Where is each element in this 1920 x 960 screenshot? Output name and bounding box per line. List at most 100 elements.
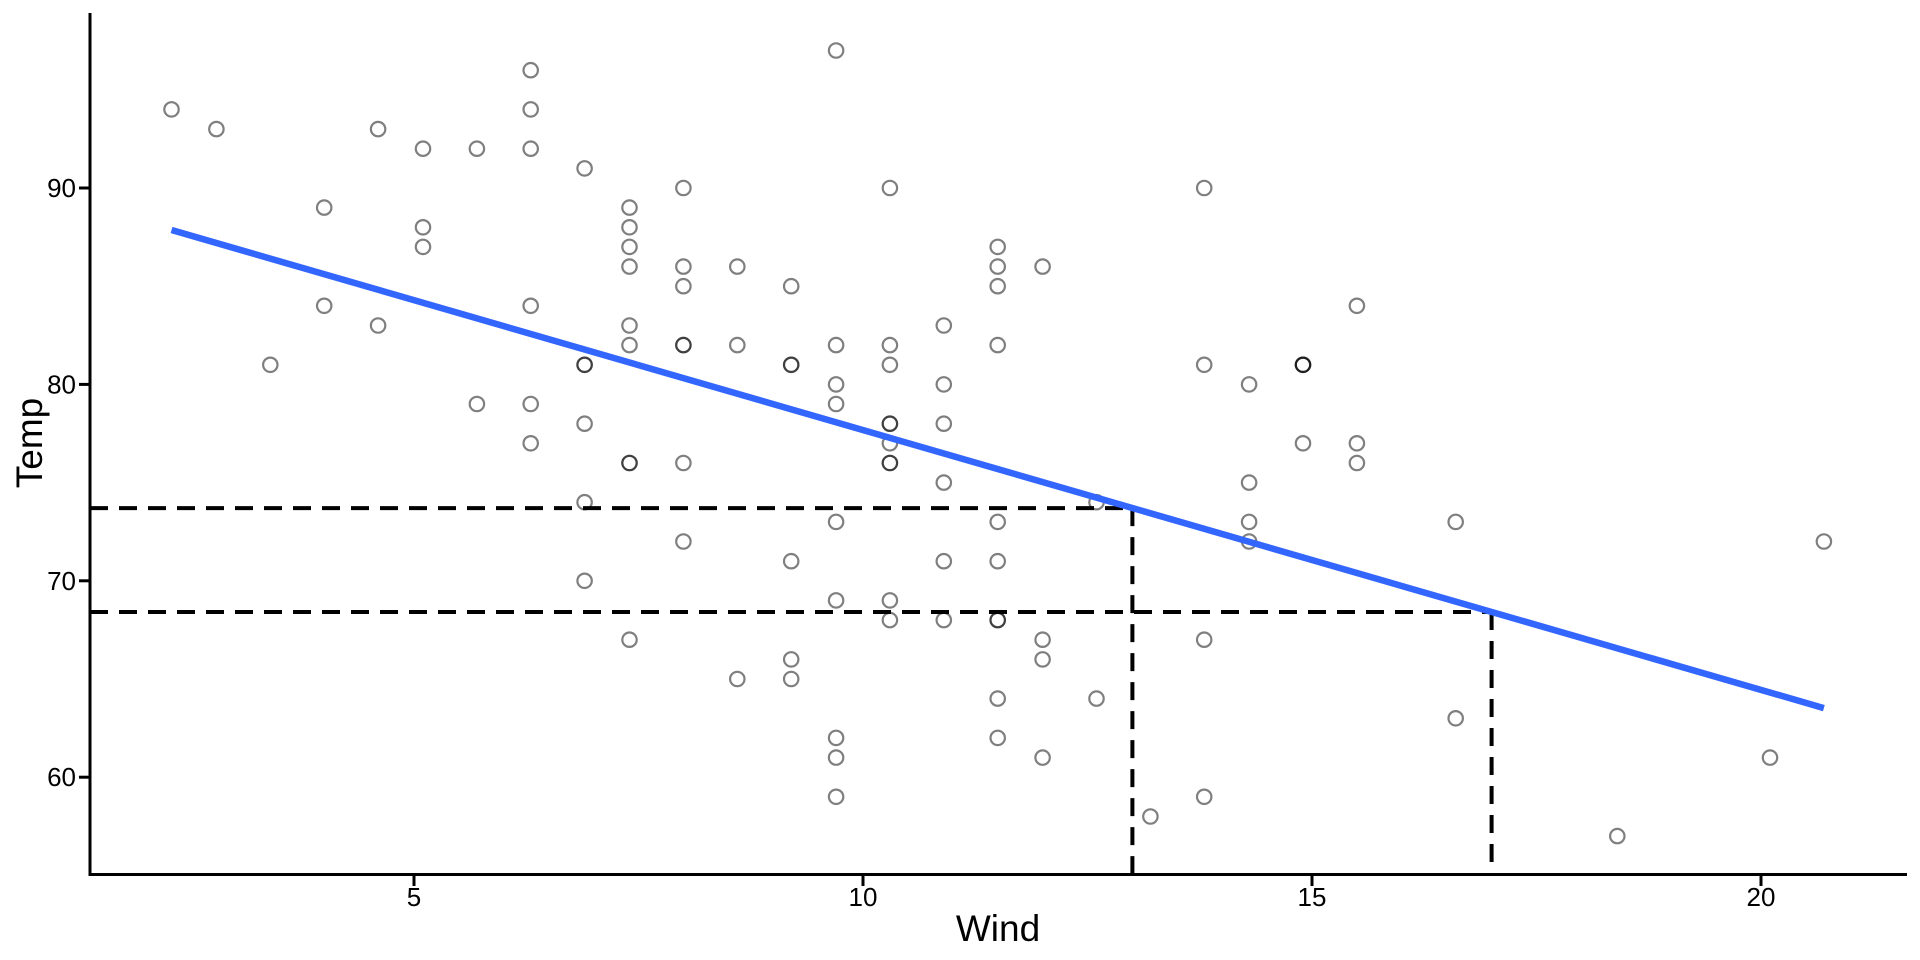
axes-layer: 5 10 15 20 60 70 80 90 xyxy=(47,13,1907,912)
x-tick-label: 5 xyxy=(407,882,421,912)
data-point xyxy=(827,395,845,413)
data-point xyxy=(1761,749,1779,766)
data-point xyxy=(1034,258,1051,275)
data-point xyxy=(827,42,845,59)
data-point xyxy=(989,729,1006,747)
data-point xyxy=(1294,356,1312,374)
data-point xyxy=(728,258,746,275)
data-point xyxy=(989,336,1006,354)
data-point xyxy=(989,690,1006,707)
data-point xyxy=(576,415,593,432)
data-point xyxy=(881,336,899,354)
data-point xyxy=(782,552,800,570)
x-tick-label: 10 xyxy=(849,882,878,912)
data-point xyxy=(1348,454,1366,472)
y-tick-label: 90 xyxy=(47,173,76,203)
data-point xyxy=(1240,376,1258,393)
data-point xyxy=(576,493,593,511)
data-point xyxy=(414,140,432,157)
data-point xyxy=(989,238,1006,256)
data-point xyxy=(827,376,845,393)
data-point xyxy=(1195,179,1213,197)
data-point xyxy=(621,199,638,216)
data-point xyxy=(522,61,539,79)
data-point xyxy=(522,101,539,118)
data-point xyxy=(935,376,953,393)
data-point xyxy=(414,238,432,256)
data-point xyxy=(621,258,638,275)
data-point xyxy=(315,199,333,216)
data-point xyxy=(163,101,180,118)
data-point xyxy=(621,219,638,236)
data-point xyxy=(989,611,1006,629)
data-point xyxy=(935,474,953,491)
data-point xyxy=(675,179,692,197)
data-point xyxy=(621,631,638,648)
data-point xyxy=(1348,434,1366,452)
data-point xyxy=(1348,297,1366,315)
data-point xyxy=(827,592,845,609)
x-axis-title: Wind xyxy=(956,908,1040,949)
data-point xyxy=(827,729,845,747)
regression-line xyxy=(170,226,1825,712)
data-point xyxy=(414,219,432,236)
y-tick-label: 60 xyxy=(47,762,76,792)
data-point xyxy=(468,395,486,413)
data-point xyxy=(621,317,638,334)
data-point xyxy=(675,277,692,295)
data-point xyxy=(782,651,800,668)
data-point xyxy=(989,513,1006,531)
data-point xyxy=(576,572,593,590)
data-points-layer xyxy=(163,42,1833,845)
data-point xyxy=(369,120,387,138)
data-point xyxy=(881,356,899,374)
data-point xyxy=(261,356,279,374)
data-point xyxy=(1088,690,1105,707)
data-point xyxy=(935,611,953,629)
data-point xyxy=(1294,434,1312,452)
data-point xyxy=(782,277,800,295)
data-point xyxy=(881,592,899,609)
data-point xyxy=(881,454,899,472)
data-point xyxy=(369,317,387,334)
data-point xyxy=(989,552,1006,570)
data-point xyxy=(468,140,486,157)
data-point xyxy=(827,336,845,354)
data-point xyxy=(782,670,800,688)
dashed-guides-layer xyxy=(90,506,1494,875)
y-axis-title: Temp xyxy=(9,398,50,488)
data-point xyxy=(782,356,800,374)
data-point xyxy=(1609,827,1626,845)
data-point xyxy=(989,277,1006,295)
data-point xyxy=(522,434,539,452)
data-point xyxy=(621,336,638,354)
x-tick-label: 15 xyxy=(1298,882,1327,912)
data-point xyxy=(935,415,953,432)
data-point xyxy=(621,454,638,472)
data-point xyxy=(1034,651,1051,668)
data-point xyxy=(1447,709,1464,727)
data-point xyxy=(522,297,539,315)
x-tick-label: 20 xyxy=(1747,882,1776,912)
data-point xyxy=(1815,533,1833,550)
data-point xyxy=(621,238,638,256)
data-point xyxy=(728,336,746,354)
data-point xyxy=(208,120,225,138)
data-point xyxy=(881,611,899,629)
data-point xyxy=(1240,474,1258,491)
data-point xyxy=(1195,788,1213,806)
data-point xyxy=(1195,356,1213,374)
data-point xyxy=(315,297,333,315)
data-point xyxy=(576,160,593,177)
data-point xyxy=(881,179,899,197)
data-point xyxy=(1142,808,1159,825)
y-tick-label: 80 xyxy=(47,369,76,399)
data-point xyxy=(522,395,539,413)
data-point xyxy=(827,788,845,806)
data-point xyxy=(1240,513,1258,531)
data-point xyxy=(827,513,845,531)
y-tick-label: 70 xyxy=(47,566,76,596)
data-point xyxy=(935,552,953,570)
data-point xyxy=(1034,631,1051,648)
